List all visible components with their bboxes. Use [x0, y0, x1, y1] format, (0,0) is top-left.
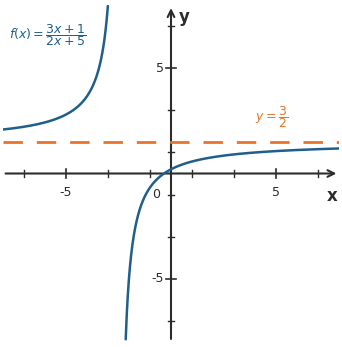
Text: x: x [326, 187, 337, 205]
Text: $f(x) = \dfrac{3x + 1}{2x + 5}$: $f(x) = \dfrac{3x + 1}{2x + 5}$ [9, 22, 87, 48]
Text: $y = \dfrac{3}{2}$: $y = \dfrac{3}{2}$ [255, 104, 288, 130]
Text: -5: -5 [151, 272, 163, 285]
Text: y: y [179, 8, 189, 26]
Text: 5: 5 [272, 186, 280, 199]
Text: 0: 0 [153, 188, 160, 201]
Text: 5: 5 [156, 62, 163, 75]
Text: -5: -5 [60, 186, 72, 199]
